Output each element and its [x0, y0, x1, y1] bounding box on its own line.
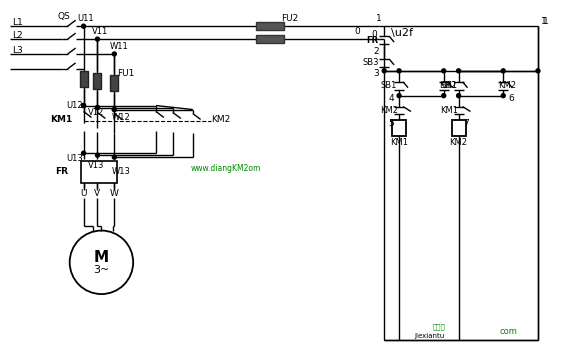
- Text: 2: 2: [373, 48, 379, 56]
- Text: KM1: KM1: [439, 81, 457, 90]
- Text: FR: FR: [366, 36, 378, 44]
- Text: U11: U11: [77, 14, 94, 23]
- Text: L3: L3: [12, 46, 22, 54]
- Text: 技优图: 技优图: [432, 323, 445, 330]
- Circle shape: [456, 69, 461, 73]
- Text: KM2: KM2: [450, 138, 468, 147]
- Circle shape: [112, 155, 116, 159]
- Text: 4: 4: [388, 94, 394, 103]
- Text: KM2: KM2: [211, 115, 230, 124]
- Circle shape: [501, 94, 505, 98]
- Text: FU1: FU1: [117, 69, 135, 78]
- Text: V12: V12: [88, 108, 105, 117]
- Circle shape: [442, 94, 446, 98]
- Bar: [392, 120, 406, 136]
- Text: 1: 1: [541, 17, 547, 26]
- Text: SB1: SB1: [381, 81, 397, 90]
- Circle shape: [112, 108, 116, 112]
- Bar: [93, 73, 101, 89]
- Circle shape: [112, 108, 116, 112]
- Text: W12: W12: [112, 113, 130, 122]
- Text: U13: U13: [66, 154, 83, 163]
- Text: FR: FR: [55, 167, 68, 175]
- Circle shape: [397, 94, 401, 98]
- Text: L1: L1: [12, 18, 22, 27]
- Text: KM2: KM2: [380, 106, 398, 115]
- Text: FU2: FU2: [282, 14, 298, 23]
- Text: KM1: KM1: [439, 106, 457, 115]
- Text: www.diangKM2om: www.diangKM2om: [191, 163, 261, 173]
- Circle shape: [501, 69, 505, 73]
- Text: V13: V13: [88, 161, 105, 169]
- Text: 3: 3: [373, 69, 379, 78]
- Bar: [256, 22, 284, 30]
- Text: U: U: [80, 189, 87, 198]
- Text: M: M: [94, 250, 109, 265]
- Text: 0: 0: [355, 27, 360, 36]
- Text: \u2f: \u2f: [391, 28, 413, 38]
- Text: KM1: KM1: [51, 115, 73, 124]
- Text: W: W: [110, 189, 119, 198]
- Text: com: com: [499, 327, 517, 336]
- Text: V: V: [94, 189, 101, 198]
- Text: L2: L2: [12, 31, 22, 40]
- Circle shape: [96, 37, 99, 41]
- Text: U12: U12: [66, 101, 83, 110]
- Circle shape: [96, 106, 99, 109]
- Text: KM2: KM2: [498, 81, 516, 90]
- Text: 1: 1: [543, 17, 549, 26]
- Bar: [80, 161, 117, 183]
- Circle shape: [81, 151, 85, 155]
- Circle shape: [96, 106, 99, 109]
- Text: 6: 6: [508, 94, 514, 103]
- Text: SB3: SB3: [362, 58, 379, 67]
- Circle shape: [81, 103, 85, 108]
- Text: 0: 0: [371, 30, 377, 38]
- Circle shape: [382, 69, 386, 73]
- Circle shape: [96, 153, 99, 157]
- Circle shape: [397, 69, 401, 73]
- Text: W11: W11: [110, 42, 129, 50]
- Circle shape: [442, 69, 446, 73]
- Bar: [256, 35, 284, 43]
- Text: 7: 7: [464, 119, 469, 128]
- Text: 3~: 3~: [93, 265, 110, 275]
- Circle shape: [81, 24, 85, 28]
- Circle shape: [536, 69, 540, 73]
- Text: QS: QS: [57, 12, 70, 21]
- Text: SB2: SB2: [441, 81, 457, 90]
- Bar: [452, 120, 465, 136]
- Circle shape: [112, 52, 116, 56]
- Text: jiexiantu: jiexiantu: [414, 333, 444, 339]
- Circle shape: [456, 94, 461, 98]
- Text: 5: 5: [388, 119, 394, 128]
- Text: V11: V11: [92, 27, 108, 36]
- Bar: [110, 75, 118, 91]
- Text: KM1: KM1: [390, 138, 408, 147]
- Text: 1: 1: [377, 14, 382, 23]
- Text: W13: W13: [112, 167, 131, 175]
- Bar: [80, 71, 88, 87]
- Circle shape: [81, 103, 85, 108]
